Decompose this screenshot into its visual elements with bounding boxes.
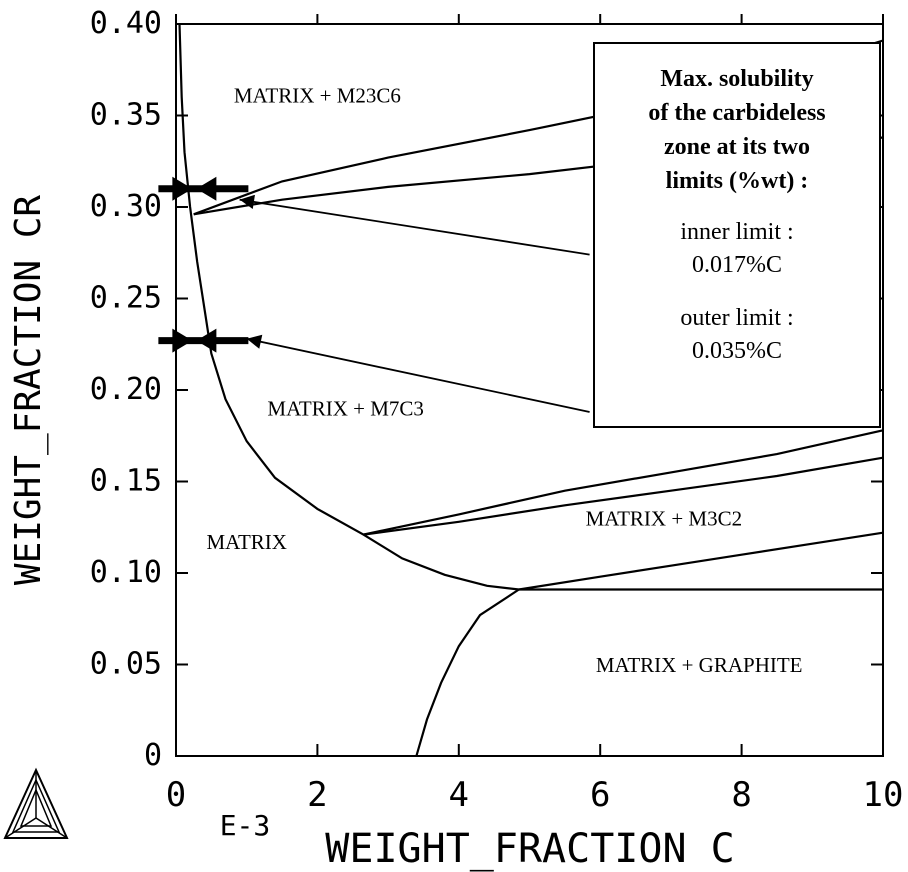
phase-boundary-matrix-boundary [178, 23, 520, 591]
annotation-arrow [239, 194, 590, 256]
y-tick-label: 0.35 [90, 98, 162, 133]
inner-limit-value: 0.017%C [692, 252, 782, 278]
phase-boundary-m7c3-lower [363, 456, 884, 536]
region-label: MATRIX + M7C3 [267, 397, 424, 421]
limit-marker-right-arrow [196, 328, 217, 353]
y-tick-label: 0.15 [90, 464, 162, 499]
region-label: MATRIX + GRAPHITE [596, 653, 803, 677]
region-label: MATRIX + M3C2 [586, 506, 743, 530]
x-axis-label: WEIGHT_FRACTION C [325, 826, 734, 872]
annotation-title-line: limits (%wt) : [665, 168, 809, 194]
annotation-box: Max. solubility of the carbideless zone … [593, 42, 881, 428]
x-tick-label: 6 [590, 775, 610, 815]
outer-limit-value: 0.035%C [692, 338, 782, 364]
limit-marker-left-arrow [172, 328, 193, 353]
x-tick-label: 8 [731, 775, 751, 815]
x-tick-label: 10 [863, 775, 904, 815]
phase-boundary-m3c2-lower [518, 531, 884, 591]
region-label: MATRIX + M23C6 [234, 84, 401, 108]
region-label: MATRIX [206, 530, 287, 554]
phase-boundary-graphite-left [415, 588, 520, 757]
y-tick-label: 0 [144, 738, 162, 773]
inner-limit-label: inner limit : [680, 219, 794, 245]
logo-triangle-icon [3, 767, 69, 839]
x-multiplier-label: E-3 [220, 809, 271, 842]
x-tick-label: 0 [166, 775, 186, 815]
annotation-title-line: zone at its two [664, 134, 810, 160]
y-tick-label: 0.20 [90, 372, 162, 407]
y-tick-label: 0.10 [90, 555, 162, 590]
limit-marker-right-arrow [196, 176, 217, 201]
y-axis-label: WEIGHT_FRACTION CR [8, 195, 49, 585]
y-tick-label: 0.40 [90, 6, 162, 41]
y-tick-label: 0.05 [90, 647, 162, 682]
x-tick-label: 4 [449, 775, 469, 815]
limit-marker-left-arrow [172, 176, 193, 201]
y-tick-label: 0.30 [90, 189, 162, 224]
annotation-arrow [246, 334, 590, 413]
x-tick-label: 2 [307, 775, 327, 815]
outer-limit-label: outer limit : [680, 305, 794, 331]
y-tick-label: 0.25 [90, 281, 162, 316]
phase-boundary-m7c3-upper [363, 429, 884, 536]
annotation-title-line: Max. solubility [660, 66, 814, 92]
annotation-title-line: of the carbideless [648, 100, 826, 126]
